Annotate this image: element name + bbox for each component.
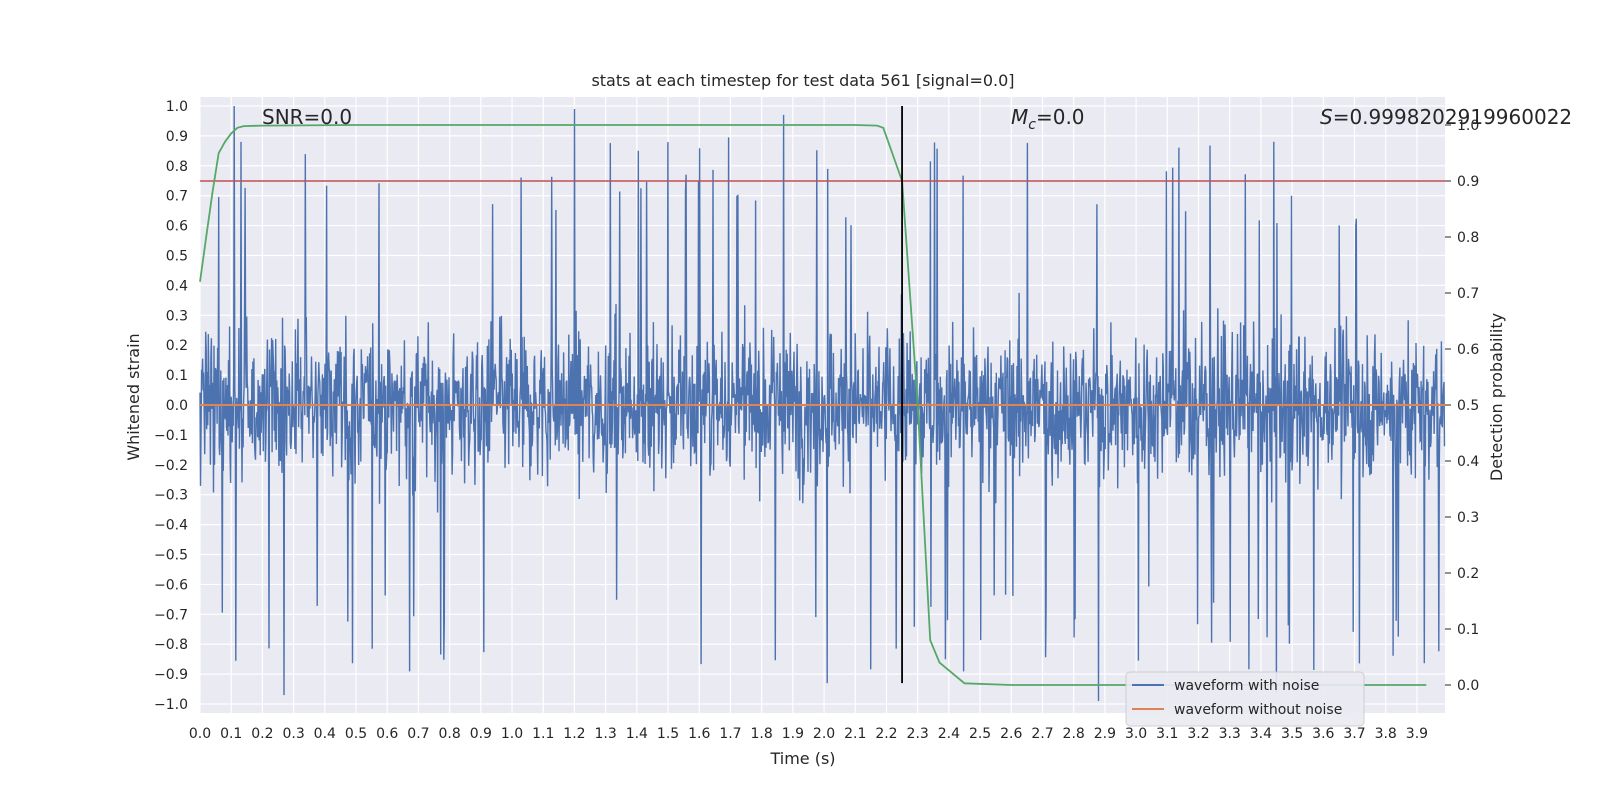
y-tick-label: 0.5 [166,248,188,264]
x-tick-label: 0.8 [438,726,460,742]
y2-tick-label: 0.9 [1457,174,1479,190]
y2-tick-label: 1.0 [1457,118,1479,134]
y2-tick-label: 0.7 [1457,286,1479,302]
y-tick-label: 0.9 [166,129,188,145]
x-tick-label: 1.8 [751,726,773,742]
x-axis-label: Time (s) [769,749,835,768]
x-tick-label: 1.3 [595,726,617,742]
y-tick-label: −0.5 [154,548,188,564]
noise-waveform-line [199,105,1446,702]
legend-label-clean: waveform without noise [1174,702,1342,718]
y-tick-label: −0.9 [154,667,188,683]
y-tick-label: −0.8 [154,637,188,653]
mc-subscript: c [1028,117,1036,133]
s-symbol: S [1320,105,1333,129]
y2-tick-label: 0.4 [1457,454,1479,470]
x-tick-label: 1.4 [626,726,648,742]
x-tick-label: 3.5 [1281,726,1303,742]
y-tick-label: −0.4 [154,518,188,534]
x-tick-label: 1.1 [532,726,554,742]
mc-value: =0.0 [1036,105,1085,129]
chart-title: stats at each timestep for test data 561… [591,71,1014,90]
y-tick-label: 0.4 [166,278,188,294]
x-axis-ticks: 0.0 0.1 0.2 0.3 0.4 0.5 0.6 0.7 0.8 0.9 1.0 1.1 1.2 1… [189,726,1428,742]
x-tick-label: 2.6 [1000,726,1022,742]
x-tick-label: 0.7 [407,726,429,742]
x-tick-label: 3.0 [1125,726,1147,742]
y2-tick-label: 0.1 [1457,622,1479,638]
legend-label-noise: waveform with noise [1174,678,1319,694]
x-tick-label: 2.4 [938,726,960,742]
x-tick-label: 2.9 [1094,726,1116,742]
x-tick-label: 0.9 [470,726,492,742]
x-tick-label: 0.6 [376,726,398,742]
y-tick-label: −0.7 [154,607,188,623]
y-axis-ticks: 1.0 0.9 0.8 0.7 0.6 0.5 0.4 0.3 0.2 0.1 0.0 −0.1 −0.… [154,99,188,713]
y-tick-label: 0.2 [166,338,188,354]
y2-tick-label: 0.6 [1457,342,1479,358]
y2-axis-label: Detection probability [1487,313,1506,481]
y-tick-label: −0.1 [154,428,188,444]
x-tick-label: 0.0 [189,726,211,742]
y-tick-label: 0.7 [166,189,188,205]
x-tick-label: 3.3 [1219,726,1241,742]
y-tick-label: −0.6 [154,577,188,593]
x-tick-label: 3.4 [1250,726,1272,742]
x-tick-label: 1.5 [657,726,679,742]
x-tick-label: 2.3 [907,726,929,742]
noise-series [199,105,1446,702]
x-tick-label: 2.1 [844,726,866,742]
x-tick-label: 3.8 [1375,726,1397,742]
y-tick-label: 0.1 [166,368,188,384]
x-tick-label: 2.7 [1031,726,1053,742]
detection-probability-line [199,124,1427,686]
y-tick-label: 0.3 [166,308,188,324]
mc-annotation: Mc=0.0 [1011,105,1085,133]
y2-tick-label: 0.2 [1457,566,1479,582]
s-annotation: S=0.9998202919960022 [1320,105,1572,129]
y2-tick-label: 0.5 [1457,398,1479,414]
x-tick-label: 1.2 [563,726,585,742]
y-tick-label: 0.0 [166,398,188,414]
x-tick-label: 2.8 [1063,726,1085,742]
s-value: =0.9998202919960022 [1333,105,1572,129]
x-tick-label: 1.9 [782,726,804,742]
x-tick-label: 3.7 [1343,726,1365,742]
x-tick-label: 3.1 [1156,726,1178,742]
snr-annotation: SNR=0.0 [262,105,352,129]
x-tick-label: 0.5 [345,726,367,742]
mc-symbol: M [1011,105,1028,129]
x-tick-label: 1.0 [501,726,523,742]
y2-axis-ticks: 1.0 0.9 0.8 0.7 0.6 0.5 0.4 0.3 0.2 0.1 0.0 [1445,118,1479,694]
x-tick-label: 2.5 [969,726,991,742]
y-tick-label: 0.6 [166,219,188,235]
y-tick-label: 1.0 [166,99,188,115]
y-tick-label: −0.2 [154,458,188,474]
y2-tick-label: 0.0 [1457,678,1479,694]
y-tick-label: −1.0 [154,697,188,713]
x-tick-label: 2.2 [875,726,897,742]
legend-box [1125,671,1365,727]
x-tick-label: 3.6 [1312,726,1334,742]
y-axis-label: Whitened strain [124,333,143,460]
x-tick-label: 0.1 [220,726,242,742]
y-tick-label: −0.3 [154,488,188,504]
y-tick-label: 0.8 [166,159,188,175]
x-tick-label: 1.7 [719,726,741,742]
y2-tick-label: 0.8 [1457,230,1479,246]
x-tick-label: 0.3 [282,726,304,742]
x-tick-label: 2.0 [813,726,835,742]
x-tick-label: 3.9 [1406,726,1428,742]
legend: waveform with noise waveform without noi… [1125,671,1365,727]
x-tick-label: 0.2 [251,726,273,742]
x-tick-label: 1.6 [688,726,710,742]
x-tick-label: 3.2 [1187,726,1209,742]
x-tick-label: 0.4 [314,726,336,742]
y2-tick-label: 0.3 [1457,510,1479,526]
